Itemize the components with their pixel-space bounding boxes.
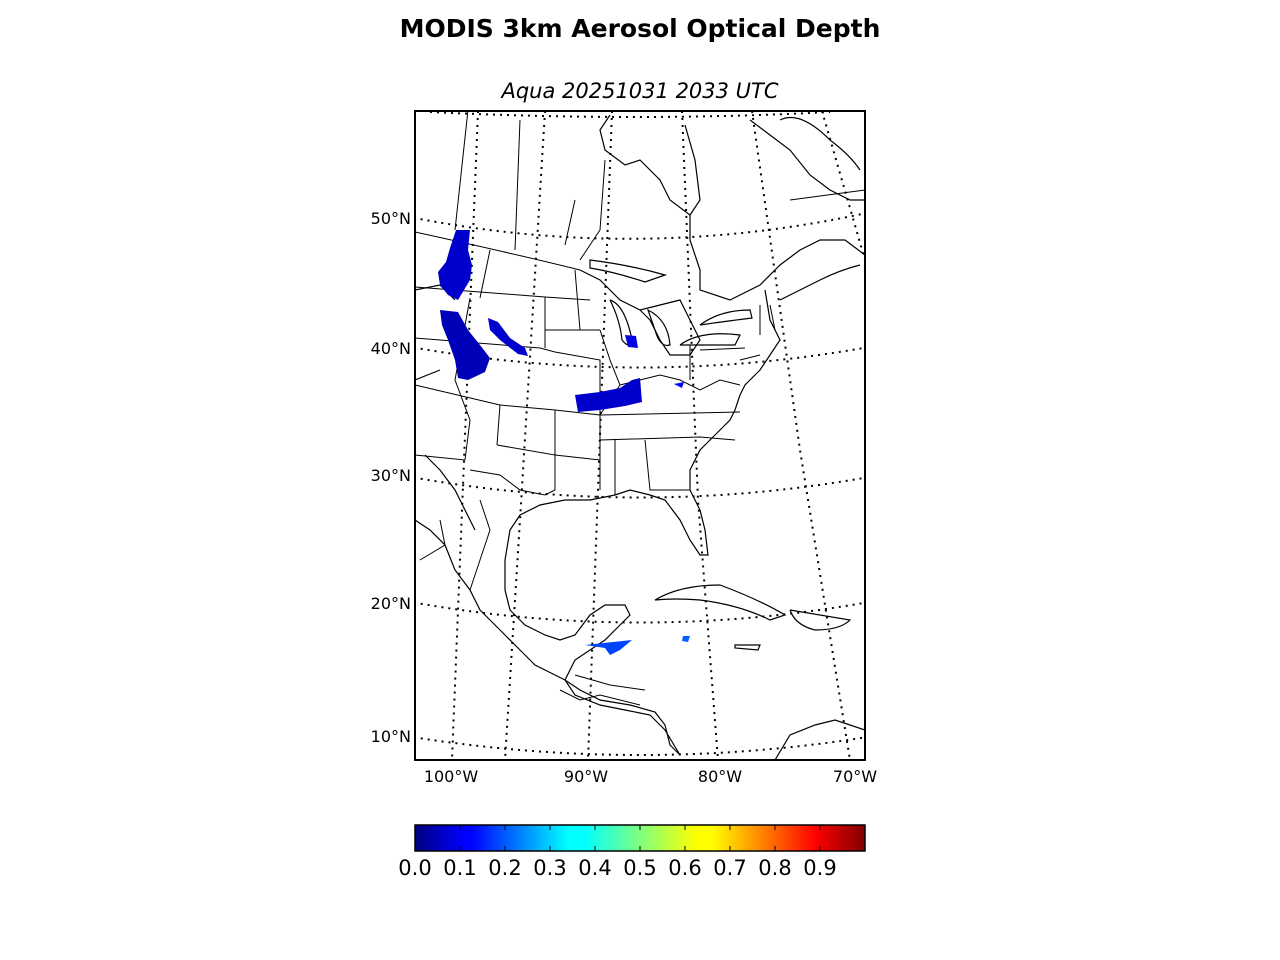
lat-label-40n: 40°N [370, 339, 411, 358]
lat-label-50n: 50°N [370, 209, 411, 228]
colorbar-label-0.0: 0.0 [398, 856, 432, 880]
colorbar-label-0.7: 0.7 [713, 856, 747, 880]
map-frame [414, 110, 866, 761]
aod-plume-lake-michigan [625, 335, 638, 348]
lon-label-70w: 70°W [832, 767, 878, 786]
aod-plume-yucatan [585, 640, 632, 655]
graticule-meridians [451, 111, 865, 760]
aod-plume-tennessee [575, 378, 642, 412]
lat-label-10n: 10°N [370, 727, 411, 746]
figure-subtitle: Aqua 20251031 2033 UTC [501, 79, 779, 103]
graticule-parallels [415, 111, 865, 756]
aod-plume-northwest [438, 230, 472, 300]
aod-plume-nebraska [488, 318, 528, 356]
colorbar-label-0.2: 0.2 [488, 856, 522, 880]
colorbar-label-0.3: 0.3 [533, 856, 567, 880]
figure-title: MODIS 3km Aerosol Optical Depth [399, 14, 881, 43]
aod-speck-caribbean [682, 636, 690, 642]
colorbar-ticks [459, 825, 821, 851]
aod-plume-utah [440, 310, 490, 380]
lon-label-100w: 100°W [423, 767, 479, 786]
lon-label-80w: 80°W [697, 767, 743, 786]
colorbar-label-0.9: 0.9 [803, 856, 837, 880]
coastlines [415, 114, 865, 760]
lat-label-20n: 20°N [370, 594, 411, 613]
colorbar-label-0.8: 0.8 [758, 856, 792, 880]
colorbar-label-0.4: 0.4 [578, 856, 612, 880]
colorbar-label-0.1: 0.1 [443, 856, 477, 880]
colorbar-label-0.5: 0.5 [623, 856, 657, 880]
aod-plumes [438, 230, 690, 655]
colorbar-label-0.6: 0.6 [668, 856, 702, 880]
political-borders [415, 111, 865, 706]
aod-speck-ohio [674, 382, 684, 388]
lat-label-30n: 30°N [370, 466, 411, 485]
lon-label-90w: 90°W [563, 767, 609, 786]
